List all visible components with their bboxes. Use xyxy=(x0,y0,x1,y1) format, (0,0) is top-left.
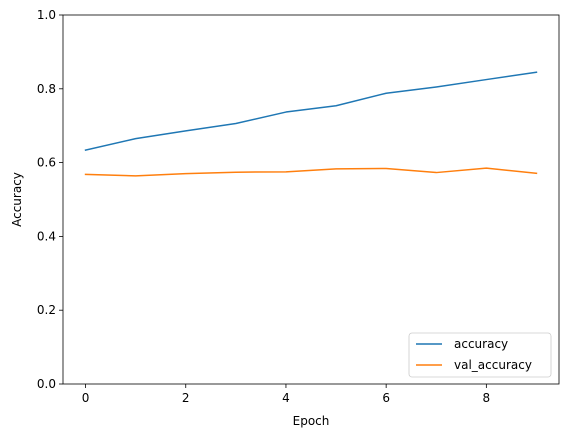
legend-box xyxy=(408,332,552,378)
y-tick-label: 0.8 xyxy=(37,82,56,96)
y-tick-label: 1.0 xyxy=(37,8,56,22)
plot-frame xyxy=(62,14,560,385)
plot-area xyxy=(63,15,559,384)
x-tick-label: 8 xyxy=(483,391,491,405)
y-tick-label: 0.2 xyxy=(37,303,56,317)
y-tick-label: 0.0 xyxy=(37,377,56,391)
series-line-val-accuracy xyxy=(84,167,538,177)
x-axis-label: Epoch xyxy=(293,414,330,428)
y-axis-label: Accuracy xyxy=(10,172,24,227)
y-axis-ticks: 0.0 0.2 0.4 0.6 0.8 1.0 xyxy=(37,8,63,391)
legend-label-val-accuracy: val_accuracy xyxy=(454,358,532,372)
x-axis-ticks: 0 2 4 6 8 xyxy=(82,384,490,405)
y-tick-label: 0.6 xyxy=(37,156,56,170)
legend: accuracy val_accuracy xyxy=(408,332,552,378)
series-layer xyxy=(84,71,538,177)
x-tick-label: 0 xyxy=(82,391,90,405)
x-tick-label: 4 xyxy=(282,391,290,405)
x-tick-label: 6 xyxy=(382,391,390,405)
x-tick-label: 2 xyxy=(182,391,190,405)
series-line-accuracy xyxy=(84,71,538,151)
legend-label-accuracy: accuracy xyxy=(454,337,508,351)
y-tick-label: 0.4 xyxy=(37,229,56,243)
